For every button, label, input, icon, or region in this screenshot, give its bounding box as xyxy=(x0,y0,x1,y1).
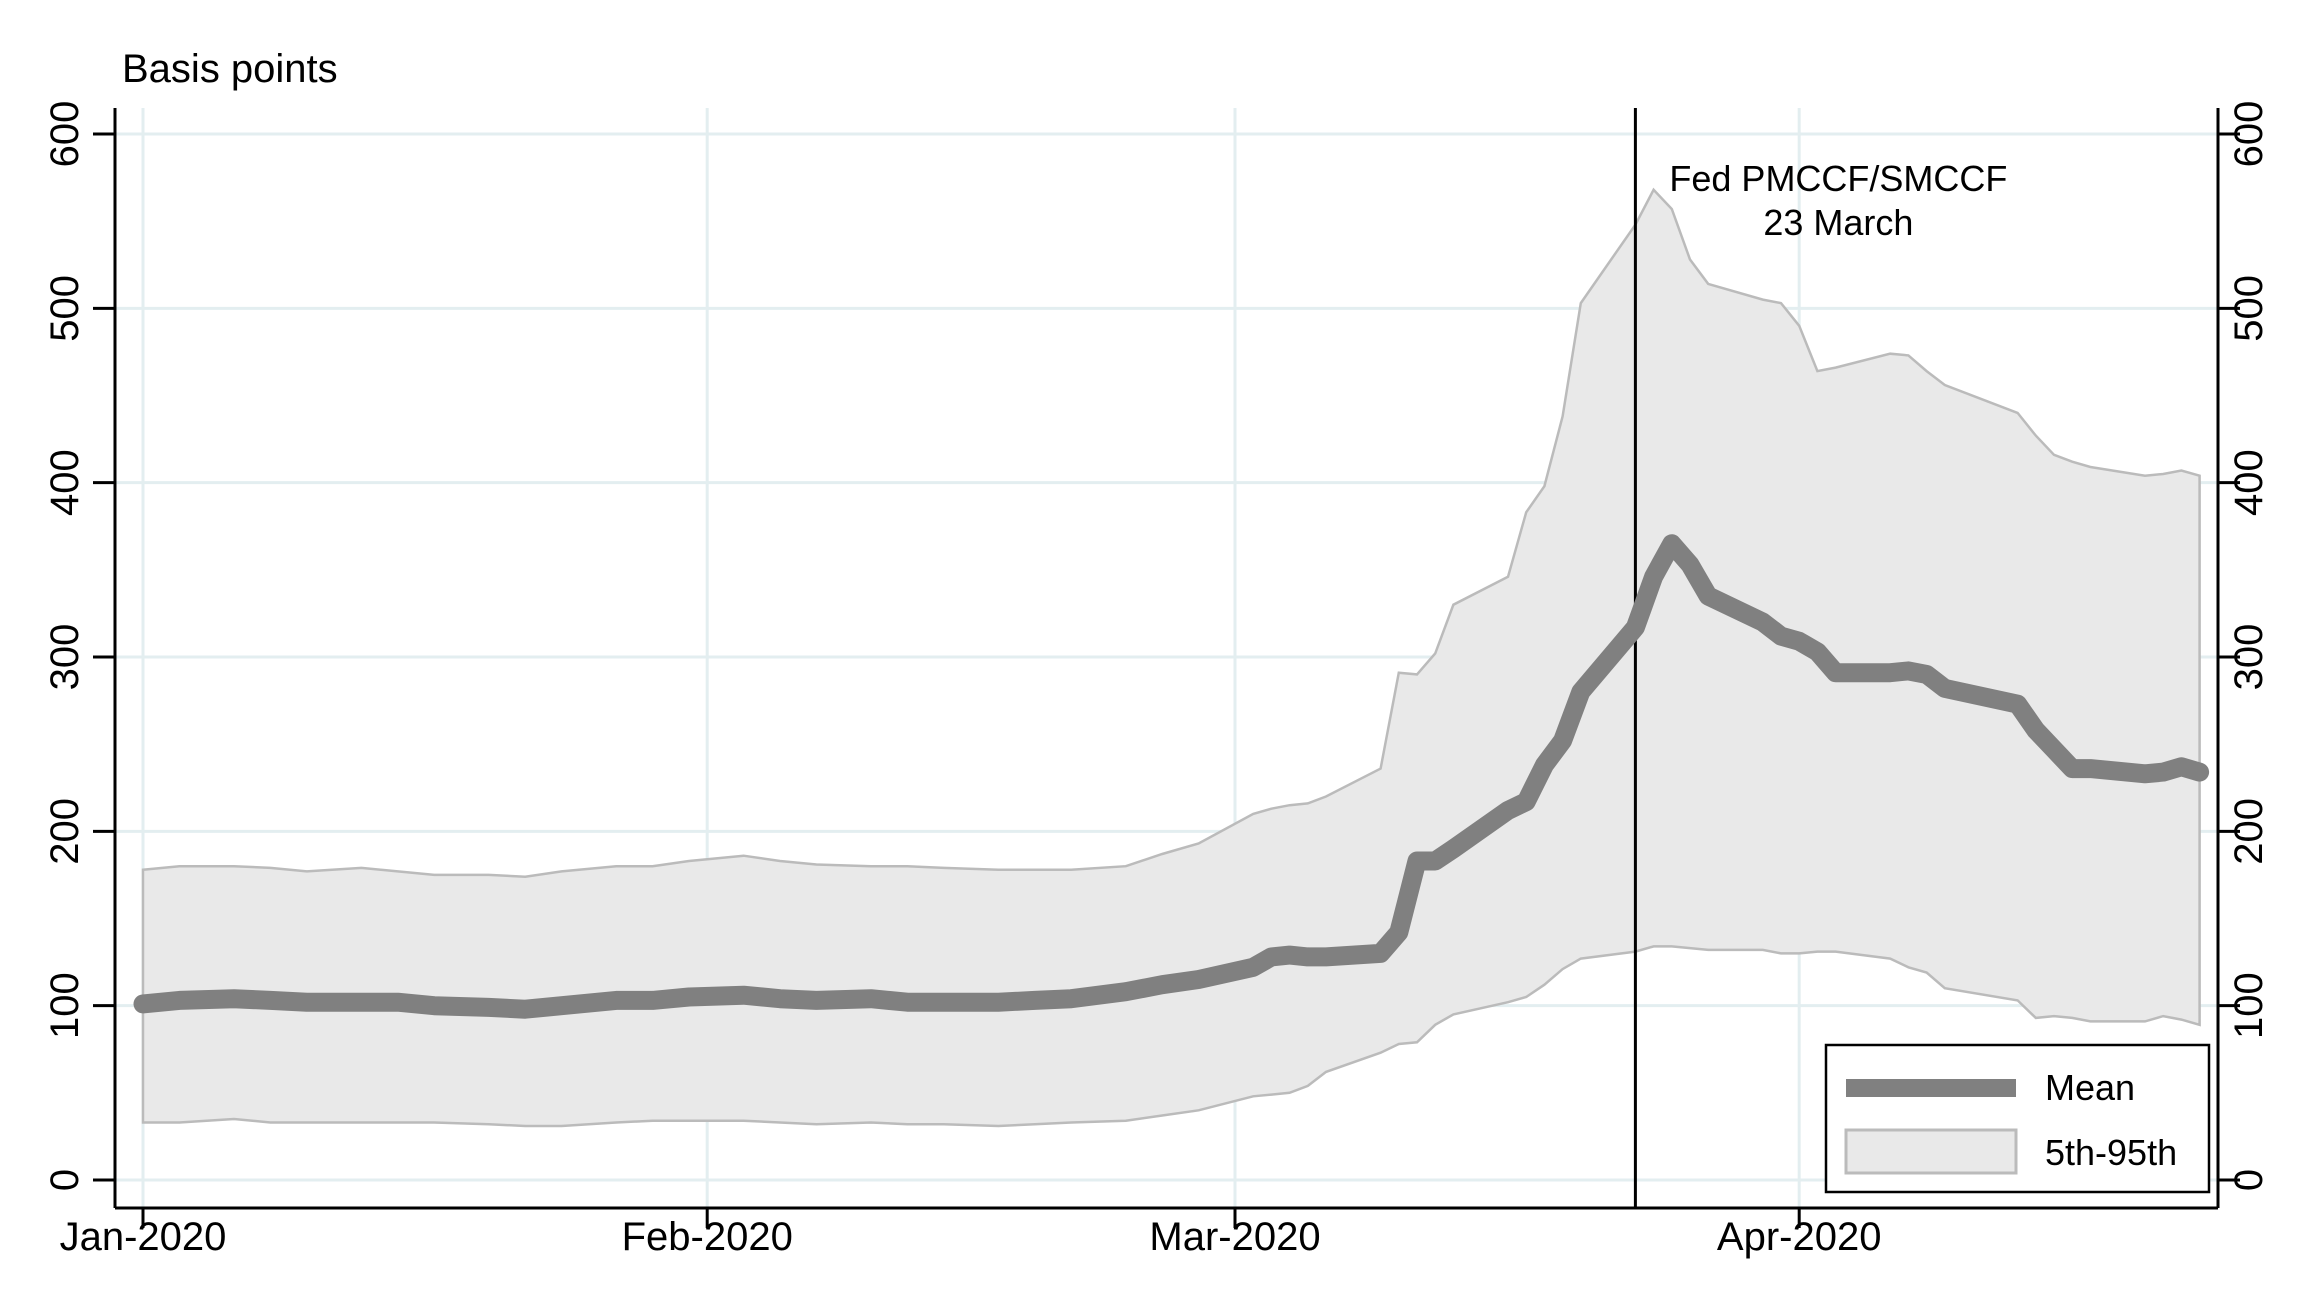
event-marker-group: Fed PMCCF/SMCCF 23 March xyxy=(1633,108,2007,1208)
y-tick-label-right: 100 xyxy=(2227,972,2271,1039)
y-tick-label-right: 0 xyxy=(2227,1169,2271,1191)
percentile-band-group xyxy=(141,187,2201,1128)
y-tick-label-left: 200 xyxy=(43,798,87,865)
mean-series-line xyxy=(133,534,2210,1019)
legend-mean-label: Mean xyxy=(2045,1067,2135,1108)
y-tick-label-left: 400 xyxy=(43,449,87,516)
mean-line-group xyxy=(133,534,2210,1019)
y-tick-label-left: 500 xyxy=(43,275,87,342)
legend-band-label: 5th-95th xyxy=(2045,1132,2177,1173)
percentile-band xyxy=(141,187,2201,1128)
y-tick-label-right: 500 xyxy=(2227,275,2271,342)
y-tick-label-right: 600 xyxy=(2227,101,2271,168)
legend-band-swatch xyxy=(1844,1128,2018,1175)
y-tick-label-right: 300 xyxy=(2227,624,2271,691)
event-annotation-line2: 23 March xyxy=(1763,202,1913,243)
axes: 0 0 100 100 200 200 300 300 400 400 500 500 600 600 Ja… xyxy=(43,101,2271,1259)
x-tick-label: Apr-2020 xyxy=(1717,1215,1882,1259)
y-tick-label-left: 0 xyxy=(43,1169,87,1191)
y-tick-label-right: 400 xyxy=(2227,449,2271,516)
x-tick-label: Feb-2020 xyxy=(622,1215,793,1259)
x-tick-label: Mar-2020 xyxy=(1149,1215,1320,1259)
y-tick-label-right: 200 xyxy=(2227,798,2271,865)
x-tick-label: Jan-2020 xyxy=(60,1215,227,1259)
y-axis-label: Basis points xyxy=(122,47,338,91)
legend: Mean 5th-95th xyxy=(1824,1043,2211,1194)
y-tick-label-left: 600 xyxy=(43,101,87,168)
y-tick-label-left: 100 xyxy=(43,972,87,1039)
y-tick-label-left: 300 xyxy=(43,624,87,691)
event-annotation-line1: Fed PMCCF/SMCCF xyxy=(1669,158,2007,199)
